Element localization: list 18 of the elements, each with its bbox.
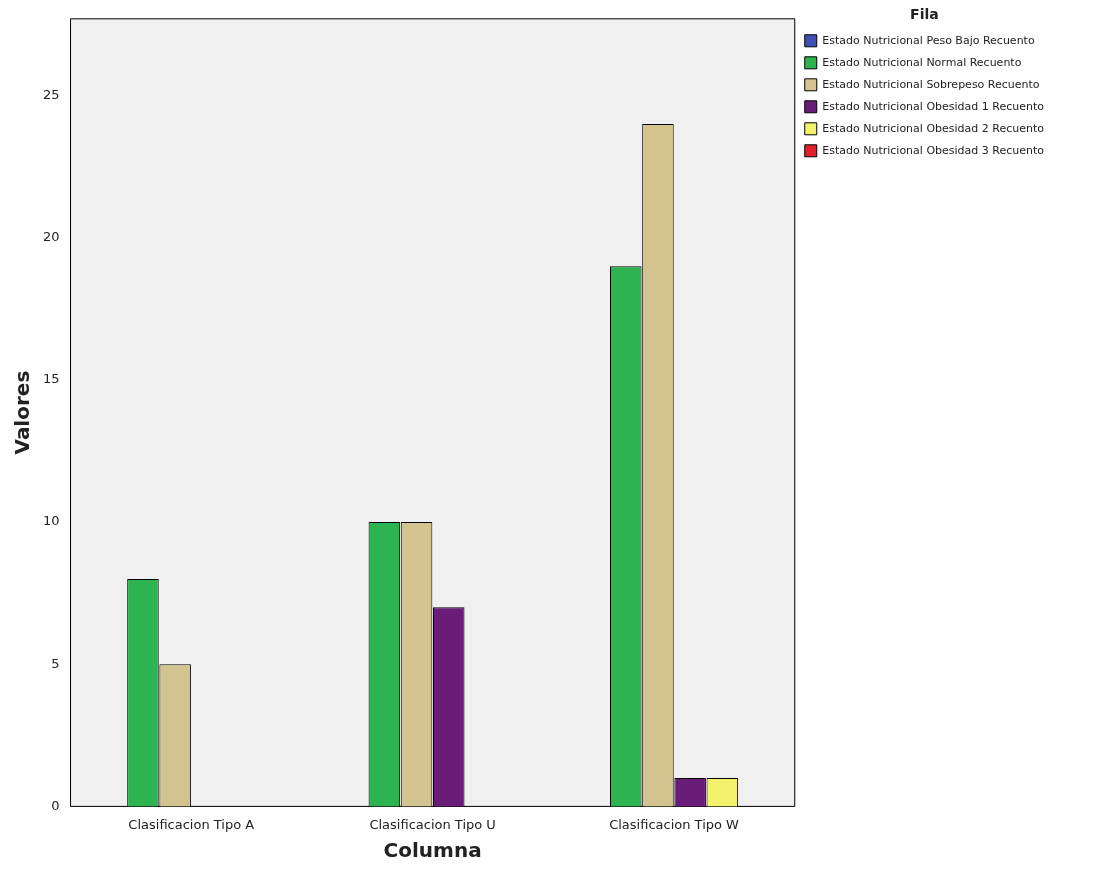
y-tick-label: 20 xyxy=(43,229,60,245)
legend-label: Estado Nutricional Obesidad 1 Recuento xyxy=(822,99,1045,113)
legend-label: Estado Nutricional Sobrepeso Recuento xyxy=(822,77,1040,91)
legend-title: Fila xyxy=(910,5,939,22)
y-tick-label: 10 xyxy=(43,513,60,529)
legend-label: Estado Nutricional Obesidad 2 Recuento xyxy=(822,121,1045,135)
y-tick-label: 0 xyxy=(51,797,60,813)
legend-label: Estado Nutricional Normal Recuento xyxy=(822,55,1022,69)
y-tick-label: 25 xyxy=(43,86,60,102)
x-tick-label: Clasificacion Tipo W xyxy=(609,816,740,832)
x-tick-label: Clasificacion Tipo A xyxy=(128,816,255,832)
x-axis-title: Columna xyxy=(383,838,482,863)
legend-label: Estado Nutricional Obesidad 3 Recuento xyxy=(822,143,1045,157)
y-axis-title: Valores xyxy=(10,370,35,455)
legend-label: Estado Nutricional Peso Bajo Recuento xyxy=(822,33,1035,47)
y-tick-label: 5 xyxy=(51,655,60,671)
y-tick-label: 15 xyxy=(43,371,60,387)
x-tick-label: Clasificacion Tipo U xyxy=(369,816,496,832)
